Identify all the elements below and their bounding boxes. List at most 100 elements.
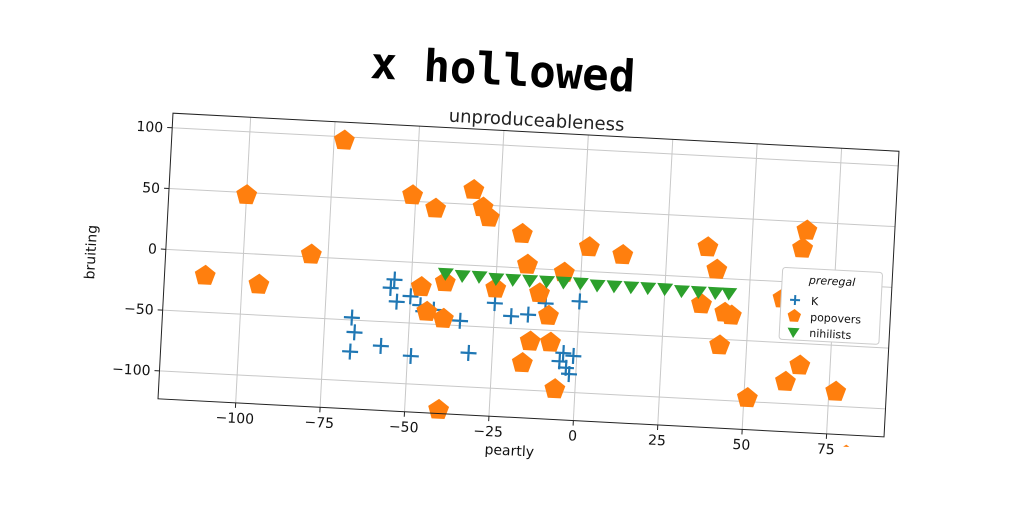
data-point-popovers: [410, 276, 432, 297]
series-popovers: [194, 129, 857, 450]
data-point-popovers: [835, 444, 857, 450]
series-nihilists: [437, 267, 738, 301]
data-point-k: [342, 343, 359, 360]
x-gridline: [657, 139, 674, 426]
y-tick-label: 100: [136, 119, 164, 136]
data-point-nihilists: [572, 277, 589, 291]
data-point-k: [555, 344, 572, 362]
data-point-nihilists: [657, 282, 674, 297]
legend-label-nihilists: nihilists: [809, 327, 852, 342]
data-point-popovers: [578, 236, 600, 257]
data-point-nihilists: [505, 273, 522, 287]
data-point-popovers: [792, 237, 814, 258]
legend-title: preregal: [808, 274, 856, 289]
data-point-popovers: [511, 222, 533, 244]
data-point-popovers: [517, 253, 539, 274]
legend-label-k: K: [811, 295, 820, 308]
y-tick-label: 0: [147, 241, 157, 257]
data-point-k: [386, 271, 403, 288]
data-point-k: [571, 293, 588, 310]
data-point-popovers: [706, 258, 728, 279]
data-point-popovers: [432, 307, 454, 328]
legend-marker-k: [790, 294, 801, 306]
data-point-popovers: [416, 300, 438, 321]
data-point-popovers: [529, 282, 551, 303]
x-tick-label: 0: [568, 428, 578, 444]
data-point-nihilists: [522, 274, 539, 288]
data-point-k: [402, 347, 419, 365]
data-point-k: [503, 308, 520, 325]
data-point-popovers: [463, 178, 485, 200]
data-point-popovers: [511, 352, 533, 373]
x-tick-label: 75: [816, 441, 835, 458]
legend-label-popovers: popovers: [810, 311, 862, 327]
data-point-nihilists: [690, 285, 707, 300]
data-point-popovers: [236, 184, 258, 205]
data-point-k: [452, 312, 469, 329]
data-point-k: [520, 306, 537, 323]
x-gridline: [235, 117, 252, 403]
data-point-popovers: [485, 277, 507, 298]
data-point-popovers: [691, 293, 712, 314]
data-point-nihilists: [606, 280, 623, 294]
data-point-nihilists: [437, 267, 454, 281]
data-point-popovers: [402, 184, 424, 205]
y-gridline: [162, 309, 889, 349]
data-point-k: [372, 337, 389, 354]
data-point-popovers: [519, 330, 541, 351]
legend-marker-popovers: [787, 308, 802, 322]
data-point-popovers: [789, 354, 811, 375]
data-point-k: [565, 347, 582, 365]
data-point-nihilists: [623, 281, 640, 295]
data-point-popovers: [333, 129, 355, 150]
x-tick-label: 50: [732, 437, 751, 454]
data-point-popovers: [612, 244, 634, 265]
data-point-nihilists: [721, 287, 738, 301]
x-gridline: [741, 143, 758, 430]
y-gridline: [159, 370, 886, 410]
x-tick-label: −100: [215, 410, 254, 428]
data-point-k: [382, 279, 399, 296]
y-gridline: [172, 127, 899, 167]
data-point-popovers: [540, 331, 561, 352]
data-point-popovers: [300, 243, 322, 264]
y-tick-label: 50: [142, 180, 161, 197]
x-gridline: [404, 126, 420, 412]
data-point-k: [388, 293, 405, 310]
data-point-nihilists: [539, 275, 556, 289]
x-axis-label: peartly: [484, 442, 534, 461]
data-point-nihilists: [471, 270, 488, 284]
data-point-nihilists: [707, 286, 724, 300]
data-point-k: [402, 288, 419, 305]
y-axis-label: bruiting: [82, 224, 101, 279]
data-point-k: [460, 344, 477, 361]
data-point-popovers: [544, 378, 566, 399]
data-point-k: [560, 365, 578, 383]
data-point-k: [346, 324, 363, 341]
axes-frame: [157, 112, 900, 438]
data-point-popovers: [194, 264, 216, 285]
data-point-popovers: [775, 370, 796, 391]
legend-box: [778, 266, 883, 345]
data-point-popovers: [478, 206, 500, 227]
data-point-popovers: [434, 271, 456, 292]
data-point-nihilists: [488, 272, 505, 287]
data-point-popovers: [736, 387, 758, 408]
y-tick-label: −50: [124, 301, 154, 319]
data-point-popovers: [825, 380, 847, 401]
data-point-nihilists: [640, 281, 657, 296]
data-point-popovers: [697, 236, 719, 257]
data-point-k: [343, 309, 360, 326]
x-tick-label: −25: [473, 423, 503, 441]
data-point-popovers: [425, 197, 447, 218]
data-point-popovers: [796, 219, 818, 240]
data-point-nihilists: [555, 276, 572, 290]
y-tick-label: −100: [112, 361, 151, 379]
data-point-popovers: [248, 273, 270, 294]
data-point-popovers: [538, 304, 559, 325]
